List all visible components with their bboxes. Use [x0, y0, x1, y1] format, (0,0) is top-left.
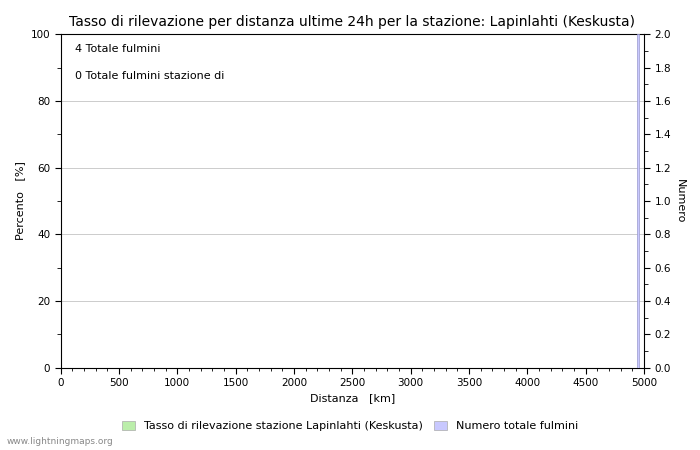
X-axis label: Distanza   [km]: Distanza [km]: [309, 393, 395, 404]
Bar: [637, 34, 639, 368]
Text: 0 Totale fulmini stazione di: 0 Totale fulmini stazione di: [75, 71, 225, 81]
Text: www.lightningmaps.org: www.lightningmaps.org: [7, 436, 113, 446]
Legend: Tasso di rilevazione stazione Lapinlahti (Keskusta), Numero totale fulmini: Tasso di rilevazione stazione Lapinlahti…: [117, 416, 583, 436]
Text: 4 Totale fulmini: 4 Totale fulmini: [75, 45, 161, 54]
Y-axis label: Numero: Numero: [675, 179, 685, 223]
Y-axis label: Percento   [%]: Percento [%]: [15, 162, 25, 240]
Title: Tasso di rilevazione per distanza ultime 24h per la stazione: Lapinlahti (Keskus: Tasso di rilevazione per distanza ultime…: [69, 15, 636, 29]
